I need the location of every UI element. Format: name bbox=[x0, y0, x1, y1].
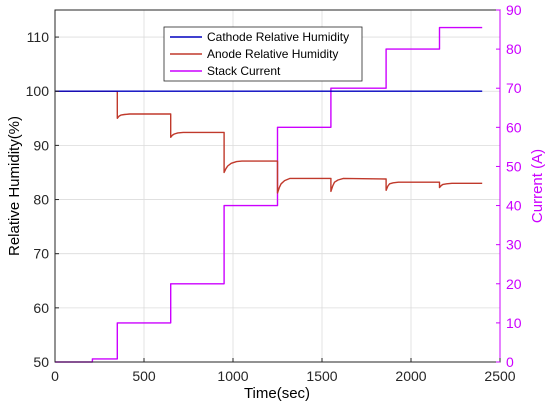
x-axis-title: Time(sec) bbox=[244, 385, 310, 402]
stack-current-line bbox=[55, 26, 483, 363]
x-tick-label: 500 bbox=[132, 368, 156, 384]
right-y-tick-label: 30 bbox=[506, 237, 522, 253]
legend-label-anode: Anode Relative Humidity bbox=[207, 47, 338, 61]
right-y-tick-label: 80 bbox=[506, 41, 522, 57]
left-y-tick-label: 100 bbox=[26, 83, 50, 99]
right-y-tick-label: 0 bbox=[506, 354, 514, 370]
left-y-tick-label: 90 bbox=[33, 137, 49, 153]
ticks: 0 500 1000 1500 2000 2500 50 60 70 80 90 100 110 0 10 2… bbox=[26, 2, 522, 384]
x-tick-label: 2500 bbox=[484, 368, 515, 384]
left-y-tick-label: 80 bbox=[33, 192, 49, 208]
anode-humidity-line bbox=[55, 90, 483, 194]
left-y-tick-label: 110 bbox=[27, 29, 50, 45]
right-y-tick-label: 60 bbox=[506, 119, 522, 135]
right-y-tick-label: 40 bbox=[506, 198, 522, 214]
x-tick-label: 2000 bbox=[395, 368, 426, 384]
left-y-tick-label: 60 bbox=[33, 300, 49, 316]
legend-label-current: Stack Current bbox=[207, 64, 281, 78]
x-tick-label: 1000 bbox=[217, 368, 248, 384]
right-axis-title: Current (A) bbox=[529, 149, 546, 223]
right-y-tick-label: 20 bbox=[506, 276, 522, 292]
right-y-tick-label: 50 bbox=[506, 158, 522, 174]
right-y-tick-label: 70 bbox=[506, 80, 522, 96]
left-y-tick-label: 50 bbox=[33, 354, 49, 370]
x-tick-label: 1500 bbox=[306, 368, 337, 384]
left-axis-title: Relative Humidity(%) bbox=[6, 116, 23, 256]
legend-label-cathode: Cathode Relative Humidity bbox=[207, 30, 349, 44]
x-tick-label: 0 bbox=[51, 368, 59, 384]
right-y-tick-label: 90 bbox=[506, 2, 522, 18]
legend: Cathode Relative Humidity Anode Relative… bbox=[163, 26, 363, 82]
right-y-tick-label: 10 bbox=[506, 315, 522, 331]
series-lines bbox=[55, 26, 483, 363]
left-y-tick-label: 70 bbox=[33, 246, 49, 262]
